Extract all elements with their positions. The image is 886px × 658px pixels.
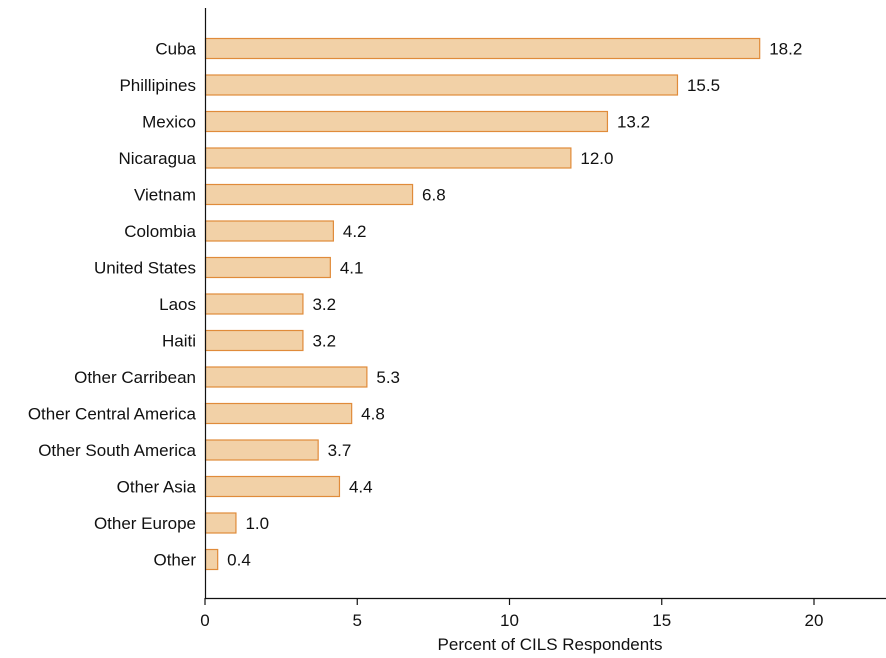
x-axis-title: Percent of CILS Respondents [438,635,663,654]
value-label-laos: 3.2 [312,295,336,314]
category-label-other-south-america: Other South America [38,441,196,460]
value-label-mexico: 13.2 [617,113,650,132]
value-label-other-central-america: 4.8 [361,405,385,424]
category-label-vietnam: Vietnam [134,186,196,205]
value-label-united-states: 4.1 [340,259,364,278]
bar-laos [204,293,304,315]
bar-haiti [204,329,304,352]
x-tick-label-15: 15 [652,611,671,630]
category-label-other-europe: Other Europe [94,514,196,533]
category-label-united-states: United States [94,259,196,278]
value-label-other-europe: 1.0 [245,514,269,533]
value-label-nicaragua: 12.0 [580,149,613,168]
category-label-other: Other [153,551,196,570]
value-label-cuba: 18.2 [769,40,802,59]
bar-united-states [204,256,331,279]
bar-other-asia [204,475,341,498]
bar-other-central-america [204,402,353,425]
bar-mexico [204,110,609,133]
value-labels: 18.215.513.212.06.84.24.13.23.25.34.83.7… [227,40,802,570]
bar-phillipines [204,74,679,96]
value-label-other-asia: 4.4 [349,478,373,497]
category-label-mexico: Mexico [142,113,196,132]
bars-group [204,37,761,571]
bar-nicaragua [204,147,572,169]
bar-other [204,548,219,571]
value-label-other-south-america: 3.7 [328,441,352,460]
value-label-other-carribean: 5.3 [376,368,400,387]
value-label-vietnam: 6.8 [422,186,446,205]
value-label-colombia: 4.2 [343,222,367,241]
bar-colombia [204,220,334,242]
x-tick-label-20: 20 [805,611,824,630]
value-label-phillipines: 15.5 [687,76,720,95]
x-tick-label-10: 10 [500,611,519,630]
category-label-phillipines: Phillipines [119,76,196,95]
bar-other-europe [204,512,237,534]
bar-cuba [204,37,761,60]
x-axis-ticks: 0 5 10 15 20 [200,598,823,630]
category-label-other-central-america: Other Central America [28,405,197,424]
category-label-haiti: Haiti [162,332,196,351]
category-label-cuba: Cuba [155,40,196,59]
value-label-haiti: 3.2 [312,332,336,351]
bar-vietnam [204,183,414,206]
category-label-nicaragua: Nicaragua [119,149,197,168]
category-label-laos: Laos [159,295,196,314]
value-label-other: 0.4 [227,551,251,570]
category-label-colombia: Colombia [124,222,196,241]
category-labels: Cuba Phillipines Mexico Nicaragua Vietnam Col… [28,40,197,570]
bar-other-carribean [204,366,368,388]
category-label-other-carribean: Other Carribean [74,368,196,387]
x-tick-label-5: 5 [353,611,362,630]
category-label-other-asia: Other Asia [117,478,197,497]
bar-other-south-america [204,439,319,461]
x-tick-label-0: 0 [200,611,209,630]
